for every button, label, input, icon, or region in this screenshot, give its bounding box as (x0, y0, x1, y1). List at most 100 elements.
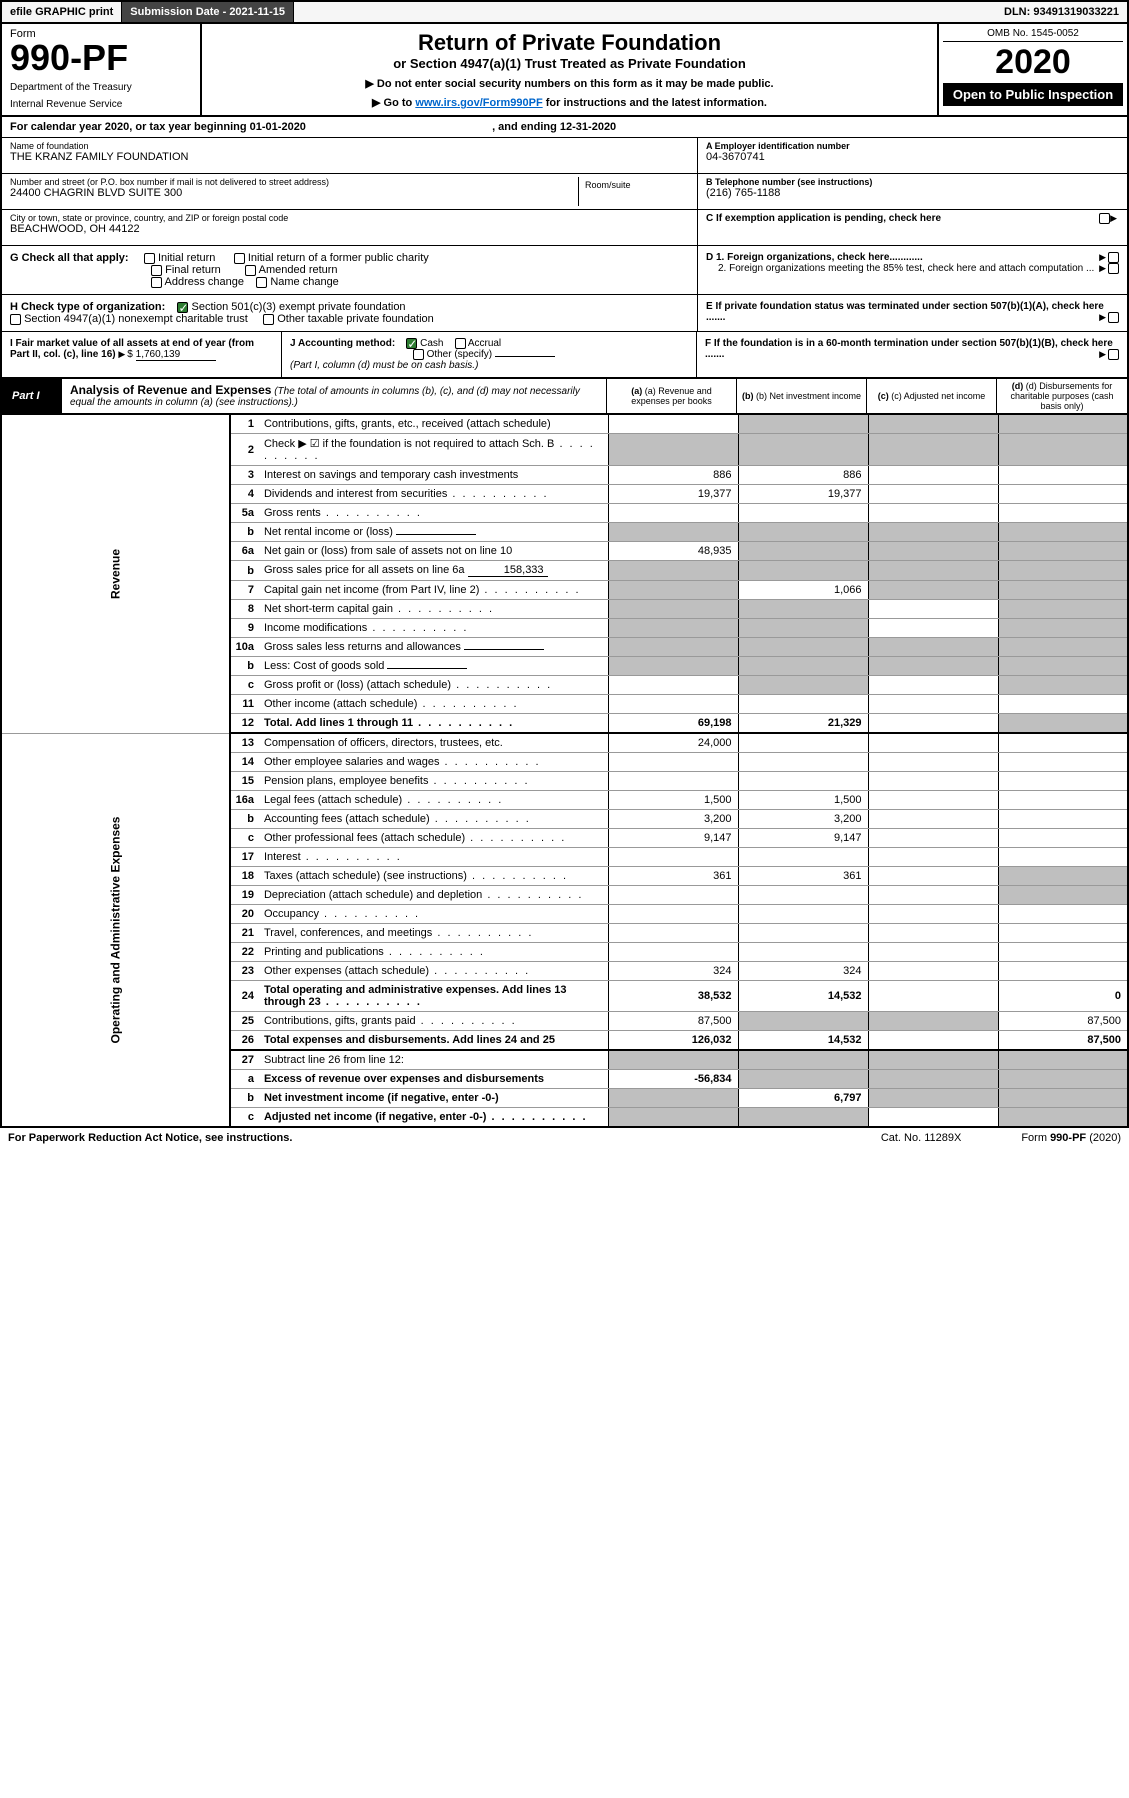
line-number: 22 (230, 943, 260, 962)
line-number: 10a (230, 638, 260, 657)
value-cell (998, 924, 1128, 943)
j-accrual-checkbox[interactable] (455, 338, 466, 349)
value-cell (868, 581, 998, 600)
line-number: b (230, 561, 260, 581)
value-cell (738, 434, 868, 466)
value-cell (998, 791, 1128, 810)
value-cell (868, 1031, 998, 1051)
line-number: b (230, 810, 260, 829)
e-checkbox[interactable] (1108, 312, 1119, 323)
value-cell: 3,200 (738, 810, 868, 829)
line-number: 27 (230, 1050, 260, 1070)
line-desc: Subtract line 26 from line 12: (260, 1050, 608, 1070)
name-label: Name of foundation (10, 141, 689, 151)
value-cell: 48,935 (608, 542, 738, 561)
value-cell (738, 676, 868, 695)
value-cell (998, 466, 1128, 485)
value-cell: 14,532 (738, 1031, 868, 1051)
value-cell (608, 924, 738, 943)
value-cell (998, 733, 1128, 753)
value-cell (868, 415, 998, 434)
form-number: 990-PF (10, 40, 192, 76)
value-cell: 886 (608, 466, 738, 485)
value-cell (738, 924, 868, 943)
f-checkbox[interactable] (1108, 349, 1119, 360)
g-address-checkbox[interactable] (151, 277, 162, 288)
street-address: 24400 CHAGRIN BLVD SUITE 300 (10, 187, 578, 199)
value-cell (608, 886, 738, 905)
line-desc: Other employee salaries and wages (260, 753, 608, 772)
line-desc: Other expenses (attach schedule) (260, 962, 608, 981)
c-checkbox[interactable] (1099, 213, 1110, 224)
value-cell: 19,377 (608, 485, 738, 504)
d1-label: D 1. Foreign organizations, check here..… (706, 252, 923, 263)
value-cell (738, 1070, 868, 1089)
value-cell (868, 695, 998, 714)
value-cell: 886 (738, 466, 868, 485)
value-cell (868, 905, 998, 924)
fmv-value: 1,760,139 (136, 349, 216, 361)
value-cell (608, 581, 738, 600)
line-desc: Gross sales less returns and allowances (260, 638, 608, 657)
value-cell (868, 504, 998, 523)
value-cell (998, 542, 1128, 561)
value-cell (608, 1050, 738, 1070)
value-cell: 6,797 (738, 1089, 868, 1108)
g-final-checkbox[interactable] (151, 265, 162, 276)
j-cash-checkbox[interactable] (406, 338, 417, 349)
tax-year: 2020 (943, 42, 1123, 83)
value-cell (868, 733, 998, 753)
g-initial-checkbox[interactable] (144, 253, 155, 264)
value-cell (608, 772, 738, 791)
h-501c3-checkbox[interactable] (177, 302, 188, 313)
g-name-checkbox[interactable] (256, 277, 267, 288)
value-cell (608, 415, 738, 434)
table-row: Revenue1Contributions, gifts, grants, et… (1, 415, 1128, 434)
value-cell: 24,000 (608, 733, 738, 753)
irs-link[interactable]: www.irs.gov/Form990PF (415, 97, 542, 109)
value-cell (998, 504, 1128, 523)
line-number: 6a (230, 542, 260, 561)
ein-label: A Employer identification number (706, 141, 1119, 151)
top-bar: efile GRAPHIC print Submission Date - 20… (0, 0, 1129, 24)
value-cell (868, 886, 998, 905)
dept-treasury: Department of the Treasury (10, 82, 192, 93)
line-desc: Taxes (attach schedule) (see instruction… (260, 867, 608, 886)
value-cell: 0 (998, 981, 1128, 1012)
value-cell (868, 485, 998, 504)
g-amended-checkbox[interactable] (245, 265, 256, 276)
line-desc: Income modifications (260, 619, 608, 638)
value-cell: 1,500 (608, 791, 738, 810)
value-cell (738, 905, 868, 924)
line-desc: Gross profit or (loss) (attach schedule) (260, 676, 608, 695)
line-number: 1 (230, 415, 260, 434)
value-cell (738, 657, 868, 676)
line-number: c (230, 829, 260, 848)
value-cell (998, 485, 1128, 504)
j-note: (Part I, column (d) must be on cash basi… (290, 360, 478, 371)
line-desc: Less: Cost of goods sold (260, 657, 608, 676)
value-cell (998, 638, 1128, 657)
value-cell (868, 676, 998, 695)
open-public: Open to Public Inspection (943, 83, 1123, 106)
side-label: Operating and Administrative Expenses (1, 733, 230, 1127)
g-label: G Check all that apply: (10, 252, 129, 264)
h-other-checkbox[interactable] (263, 314, 274, 325)
d1-checkbox[interactable] (1108, 252, 1119, 263)
form-title: Return of Private Foundation (212, 30, 927, 56)
value-cell (738, 848, 868, 867)
col-d-header: (d) (d) Disbursements for charitable pur… (997, 379, 1127, 413)
value-cell (608, 753, 738, 772)
line-number: b (230, 657, 260, 676)
d2-checkbox[interactable] (1108, 263, 1119, 274)
value-cell (608, 561, 738, 581)
g-former-checkbox[interactable] (234, 253, 245, 264)
value-cell (998, 886, 1128, 905)
value-cell (608, 848, 738, 867)
tel-label: B Telephone number (see instructions) (706, 177, 1119, 187)
h-4947-checkbox[interactable] (10, 314, 21, 325)
value-cell (738, 504, 868, 523)
value-cell: 69,198 (608, 714, 738, 734)
j-label: J Accounting method: (290, 338, 395, 349)
value-cell (998, 415, 1128, 434)
